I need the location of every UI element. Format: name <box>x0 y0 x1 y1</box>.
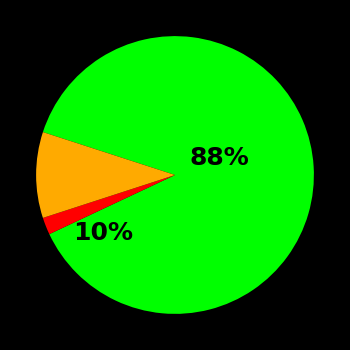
Wedge shape <box>43 175 175 234</box>
Text: 88%: 88% <box>190 146 249 170</box>
Wedge shape <box>36 132 175 218</box>
Text: 10%: 10% <box>73 221 133 245</box>
Wedge shape <box>43 36 314 314</box>
